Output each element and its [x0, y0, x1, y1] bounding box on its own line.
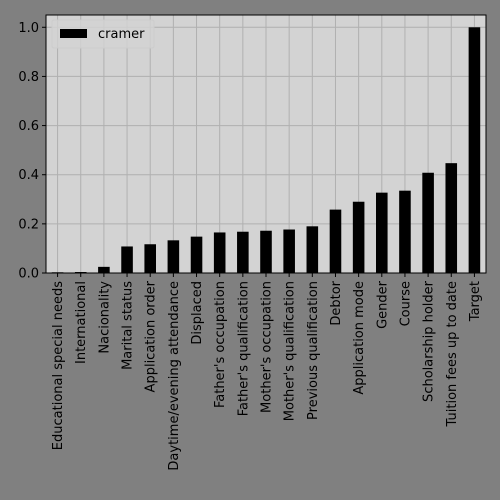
x-tick-label: Father's occupation [213, 281, 228, 408]
x-tick-label: Mother's qualification [283, 281, 298, 421]
x-tick-label: Marital status [121, 281, 136, 370]
x-tick-label: Scholarship holder [422, 280, 437, 402]
x-tick-label: Nacionality [97, 281, 112, 354]
bar-5 [167, 240, 180, 273]
bar-10 [283, 229, 295, 273]
y-tick-label: 0.6 [18, 119, 39, 134]
y-tick-label: 0.2 [18, 217, 39, 232]
y-tick-label: 1.0 [18, 21, 39, 36]
x-tick-label: Application order [144, 280, 159, 392]
bar-8 [237, 231, 249, 273]
plot-frame [45, 14, 487, 274]
x-tick-label: Gender [375, 280, 390, 329]
bar-15 [399, 190, 411, 273]
y-tick-label: 0.4 [18, 168, 39, 183]
x-tick-label: Displaced [190, 281, 205, 345]
y-tick-label: 0.0 [18, 267, 39, 282]
bar-14 [376, 192, 388, 273]
bar-17 [445, 163, 458, 273]
x-tick-label: Application mode [352, 281, 367, 395]
y-tick-label: 0.8 [18, 70, 39, 85]
bar-13 [352, 201, 365, 273]
x-tick-label: Mother's occupation [260, 281, 275, 413]
x-tick-label: Course [398, 281, 413, 326]
legend: cramer [51, 19, 155, 49]
x-tick-label: Daytime/evening attendance [167, 281, 182, 471]
x-tick-label: Educational special needs [51, 281, 66, 450]
x-tick-label: Tuition fees up to date [445, 281, 460, 427]
bar-16 [422, 172, 434, 273]
bar-9 [260, 230, 272, 273]
bar-7 [213, 232, 226, 273]
legend-label-cramer: cramer [98, 27, 145, 42]
x-tick-label: Father's qualification [236, 281, 251, 416]
bar-4 [144, 244, 156, 273]
legend-box [51, 19, 155, 49]
x-tick-label: Previous qualification [306, 281, 321, 420]
y-axis-ticks: 0.0 0.2 0.4 0.6 0.8 1.0 [18, 21, 46, 282]
bar-12 [329, 209, 342, 273]
x-tick-label: Target [468, 281, 483, 322]
bar-2 [98, 266, 110, 273]
x-tick-label: Debtor [329, 280, 344, 325]
bars [51, 27, 481, 273]
bar-11 [306, 226, 319, 273]
bar-3 [121, 246, 133, 273]
bar-6 [190, 236, 203, 273]
bar-18 [468, 27, 481, 273]
x-tick-label: International [74, 281, 89, 364]
legend-swatch-cramer [60, 29, 87, 38]
x-axis-ticks: Educational special needs International Na… [51, 273, 483, 471]
